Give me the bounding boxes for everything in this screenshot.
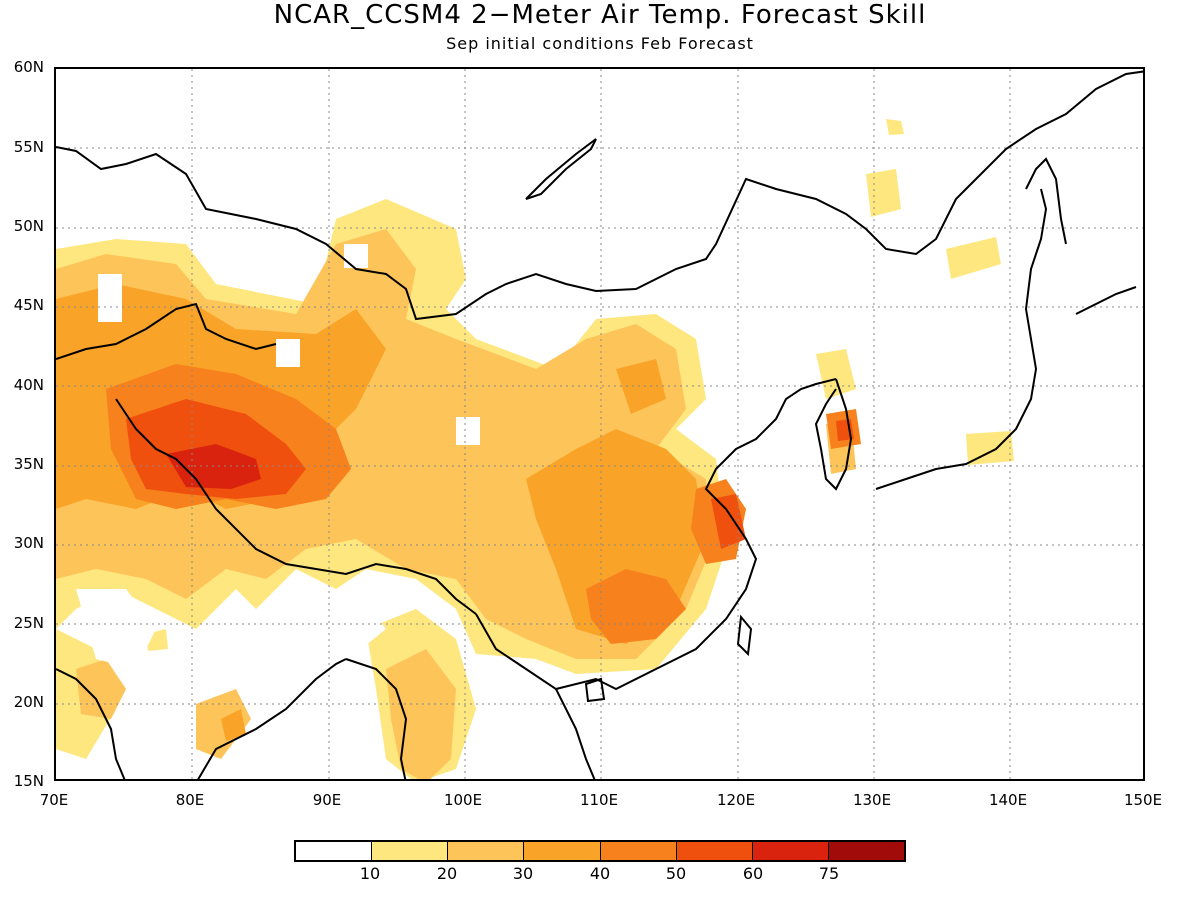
plot-subtitle: Sep initial conditions Feb Forecast (446, 34, 754, 53)
colorbar-swatch (600, 842, 677, 860)
lon-label: 120E (716, 791, 756, 809)
colorbar-swatch (448, 842, 525, 860)
colorbar-label: 60 (742, 864, 764, 883)
colorbar-swatch (828, 842, 904, 860)
colorbar-label: 40 (589, 864, 611, 883)
colorbar-swatch (296, 842, 373, 860)
lat-label: 20N (13, 693, 44, 711)
lat-label: 25N (13, 614, 44, 632)
lon-label: 70E (39, 791, 69, 809)
lon-label: 110E (579, 791, 619, 809)
map-panel (54, 67, 1145, 781)
colorbar-label: 30 (512, 864, 534, 883)
lon-label: 80E (175, 791, 205, 809)
graticule (56, 69, 1143, 779)
skill-shading-below-10 (76, 244, 480, 669)
lat-label: 40N (13, 376, 44, 394)
colorbar-swatch (676, 842, 753, 860)
lat-label: 45N (13, 296, 44, 314)
colorbar (294, 840, 906, 862)
colorbar-label: 50 (665, 864, 687, 883)
lon-label: 100E (443, 791, 483, 809)
lat-label: 30N (13, 534, 44, 552)
colorbar-label: 75 (818, 864, 840, 883)
colorbar-label: 10 (359, 864, 381, 883)
lon-label: 140E (988, 791, 1028, 809)
lat-label: 50N (13, 217, 44, 235)
coastlines (56, 70, 1143, 779)
lat-label: 15N (13, 772, 44, 790)
lon-label: 90E (312, 791, 342, 809)
colorbar-swatch (372, 842, 449, 860)
lat-label: 60N (13, 58, 44, 76)
plot-title: NCAR_CCSM4 2−Meter Air Temp. Forecast Sk… (273, 0, 927, 30)
lon-label: 150E (1123, 791, 1163, 809)
colorbar-label: 20 (436, 864, 458, 883)
colorbar-swatch (752, 842, 829, 860)
lat-label: 35N (13, 455, 44, 473)
map-canvas (56, 69, 1143, 779)
lon-label: 130E (852, 791, 892, 809)
colorbar-swatch (524, 842, 601, 860)
lat-label: 55N (13, 138, 44, 156)
